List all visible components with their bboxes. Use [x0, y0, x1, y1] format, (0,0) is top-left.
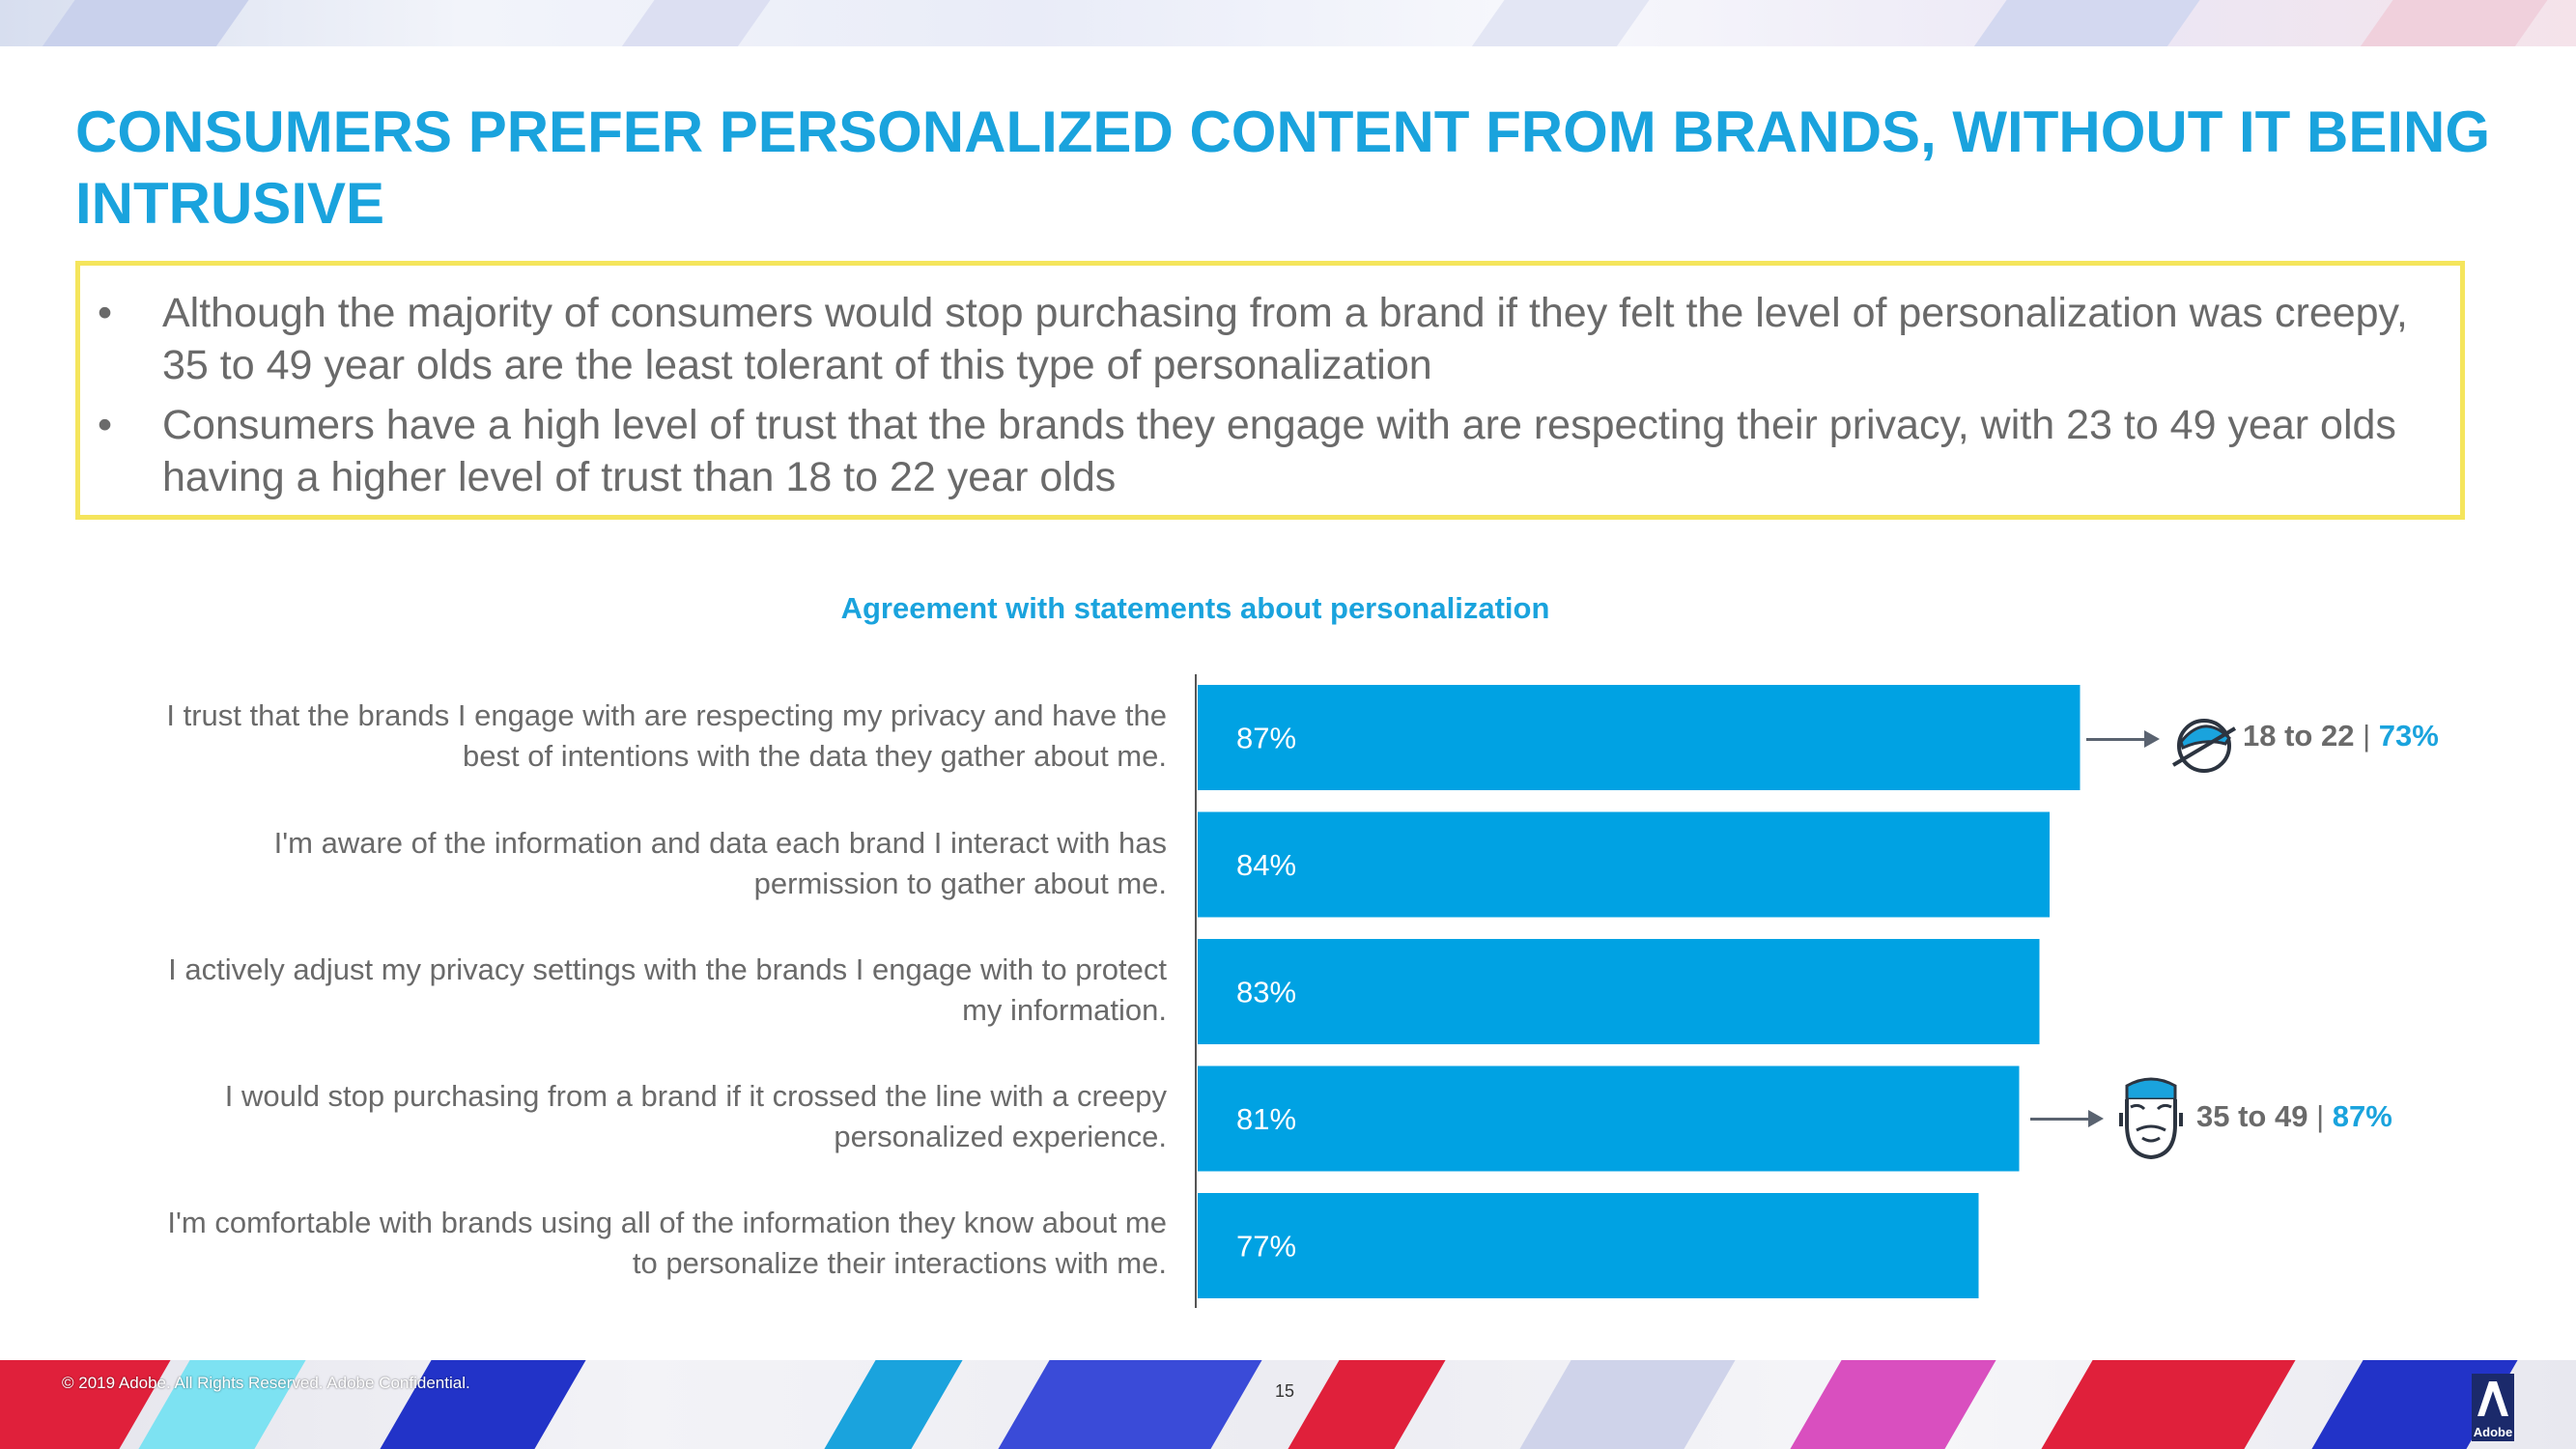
separator: |	[2316, 1099, 2325, 1133]
page-title: CONSUMERS PREFER PERSONALIZED CONTENT FR…	[75, 99, 2491, 236]
bar-value-label: 77%	[1236, 1230, 1296, 1264]
category-label: I actively adjust my privacy settings wi…	[168, 952, 1167, 1027]
finding-text: Consumers have a high level of trust tha…	[162, 402, 2396, 500]
category-label: I'm aware of the information and data ea…	[273, 826, 1167, 900]
bar-value-label: 81%	[1236, 1102, 1296, 1136]
segment-stat-18-22: 18 to 22 | 73%	[2243, 719, 2439, 753]
category-label: I would stop purchasing from a brand if …	[224, 1079, 1167, 1153]
logo-text: Adobe	[2473, 1425, 2513, 1439]
bar	[1198, 811, 2050, 918]
key-findings-box: • Although the majority of consumers wou…	[75, 261, 2465, 520]
segment-value: 87%	[2332, 1099, 2392, 1133]
bar	[1198, 1193, 1979, 1298]
segment-label: 18 to 22	[2243, 719, 2355, 753]
finding-item: • Consumers have a high level of trust t…	[80, 399, 2441, 503]
segment-label: 35 to 49	[2196, 1099, 2308, 1133]
chart-title: Agreement with statements about personal…	[840, 591, 1550, 625]
bar	[1198, 939, 2040, 1044]
adobe-logo-icon: Adobe	[2472, 1374, 2514, 1441]
bar-value-label: 84%	[1236, 848, 1296, 882]
bullet-point: •	[98, 402, 113, 448]
finding-text: Although the majority of consumers would…	[162, 290, 2408, 388]
arrow-connector	[2030, 1110, 2104, 1127]
bar-value-label: 83%	[1236, 976, 1296, 1009]
persona-young-cap-icon	[2171, 719, 2237, 773]
copyright-text: © 2019 Adobe. All Rights Reserved. Adobe…	[62, 1374, 470, 1392]
category-label: I trust that the brands I engage with ar…	[166, 698, 1167, 773]
segment-stat-35-49: 35 to 49 | 87%	[2196, 1099, 2392, 1134]
arrow-connector	[2086, 730, 2160, 748]
adobe-logo-mark	[2477, 1381, 2508, 1416]
bar	[1198, 1065, 2020, 1172]
top-decorative-band	[0, 0, 2576, 46]
separator: |	[2363, 719, 2371, 753]
bar	[1198, 685, 2081, 790]
page-number: 15	[1275, 1381, 1295, 1401]
bar-group	[1198, 685, 2081, 1298]
key-findings-list: • Although the majority of consumers wou…	[80, 266, 2460, 503]
bullet-point: •	[98, 290, 113, 336]
segment-value: 73%	[2378, 719, 2439, 753]
footer-band: © 2019 Adobe. All Rights Reserved. Adobe…	[0, 1360, 2576, 1449]
bar-label-group: 87% 84% 83% 81% 77%	[1236, 722, 1296, 1264]
finding-item: • Although the majority of consumers wou…	[80, 287, 2441, 391]
category-label: I'm comfortable with brands using all of…	[167, 1206, 1167, 1280]
bar-value-label: 87%	[1236, 722, 1296, 755]
persona-bearded-man-icon	[2119, 1077, 2183, 1160]
